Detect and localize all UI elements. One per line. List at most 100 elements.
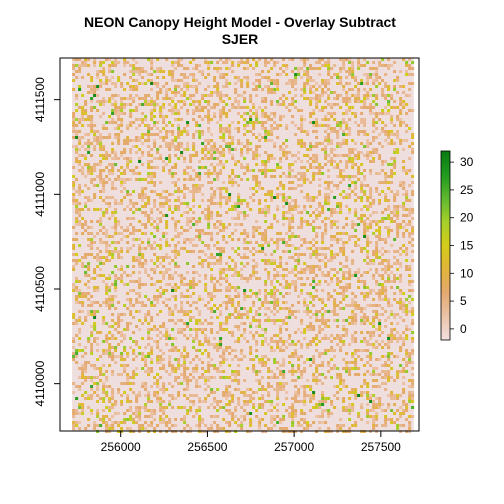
raster-pixel: [396, 262, 400, 265]
raster-pixel: [411, 148, 415, 151]
raster-pixel: [180, 277, 184, 280]
raster-pixel: [372, 139, 376, 142]
raster-pixel: [132, 229, 136, 232]
raster-pixel: [312, 340, 316, 343]
raster-pixel: [345, 334, 349, 337]
raster-pixel: [372, 259, 376, 262]
raster-pixel: [156, 280, 160, 283]
raster-pixel: [93, 391, 97, 394]
raster-pixel: [132, 280, 136, 283]
raster-pixel: [228, 67, 232, 70]
raster-pixel: [342, 130, 346, 133]
raster-pixel: [258, 58, 262, 61]
raster-pixel: [87, 286, 91, 289]
raster-pixel: [399, 289, 403, 292]
raster-pixel: [216, 280, 220, 283]
raster-pixel: [219, 256, 223, 259]
raster-pixel: [219, 127, 223, 130]
raster-pixel: [96, 70, 100, 73]
raster-pixel: [369, 202, 373, 205]
raster-pixel: [366, 106, 370, 109]
raster-pixel: [279, 166, 283, 169]
raster-pixel: [330, 235, 334, 238]
raster-pixel: [393, 337, 397, 340]
raster-pixel: [375, 235, 379, 238]
raster-pixel: [339, 238, 343, 241]
raster-pixel: [102, 181, 106, 184]
raster-pixel: [399, 97, 403, 100]
raster-pixel: [354, 94, 358, 97]
raster-pixel: [81, 136, 85, 139]
raster-pixel: [348, 109, 352, 112]
raster-pixel: [294, 391, 298, 394]
raster-pixel: [237, 121, 241, 124]
raster-pixel: [405, 313, 409, 316]
raster-pixel: [270, 127, 274, 130]
raster-pixel: [345, 364, 349, 367]
raster-pixel: [396, 301, 400, 304]
raster-pixel: [345, 109, 349, 112]
raster-pixel: [315, 247, 319, 250]
raster-pixel: [132, 88, 136, 91]
raster-pixel: [114, 265, 118, 268]
raster-pixel: [183, 160, 187, 163]
raster-pixel: [156, 343, 160, 346]
raster-pixel: [126, 382, 130, 385]
raster-pixel: [255, 295, 259, 298]
raster-pixel: [102, 178, 106, 181]
raster-pixel: [315, 274, 319, 277]
raster-pixel: [315, 136, 319, 139]
raster-pixel: [318, 259, 322, 262]
raster-pixel: [384, 124, 388, 127]
raster-pixel: [378, 313, 382, 316]
raster-pixel: [387, 112, 391, 115]
raster-pixel: [363, 121, 367, 124]
raster-pixel: [381, 163, 385, 166]
raster-pixel: [381, 112, 385, 115]
raster-pixel: [216, 220, 220, 223]
raster-pixel: [177, 130, 181, 133]
raster-pixel: [87, 340, 91, 343]
raster-pixel: [252, 178, 256, 181]
raster-pixel: [327, 181, 331, 184]
raster-pixel: [141, 190, 145, 193]
raster-pixel: [117, 157, 121, 160]
raster-pixel: [75, 355, 79, 358]
raster-pixel: [177, 265, 181, 268]
raster-pixel: [183, 376, 187, 379]
raster-pixel: [234, 274, 238, 277]
raster-pixel: [384, 193, 388, 196]
raster-pixel: [351, 316, 355, 319]
raster-pixel: [183, 322, 187, 325]
raster-pixel: [153, 124, 157, 127]
raster-pixel: [369, 112, 373, 115]
raster-pixel: [162, 70, 166, 73]
raster-pixel: [381, 190, 385, 193]
raster-pixel: [318, 202, 322, 205]
raster-pixel: [240, 178, 244, 181]
raster-pixel: [378, 202, 382, 205]
raster-pixel: [300, 385, 304, 388]
raster-pixel: [267, 76, 271, 79]
raster-pixel: [225, 226, 229, 229]
raster-pixel: [84, 184, 88, 187]
raster-pixel: [138, 391, 142, 394]
raster-pixel: [303, 337, 307, 340]
raster-pixel: [72, 145, 76, 148]
raster-pixel: [183, 334, 187, 337]
raster-pixel: [108, 88, 112, 91]
raster-pixel: [339, 340, 343, 343]
raster-pixel: [153, 268, 157, 271]
raster-pixel: [117, 175, 121, 178]
raster-pixel: [246, 61, 250, 64]
raster-pixel: [99, 262, 103, 265]
raster-pixel: [156, 313, 160, 316]
raster-pixel: [252, 151, 256, 154]
raster-pixel: [156, 373, 160, 376]
raster-pixel: [153, 106, 157, 109]
raster-pixel: [270, 289, 274, 292]
raster-pixel: [378, 373, 382, 376]
raster-pixel: [159, 202, 163, 205]
raster-pixel: [96, 265, 100, 268]
raster-pixel: [402, 358, 406, 361]
